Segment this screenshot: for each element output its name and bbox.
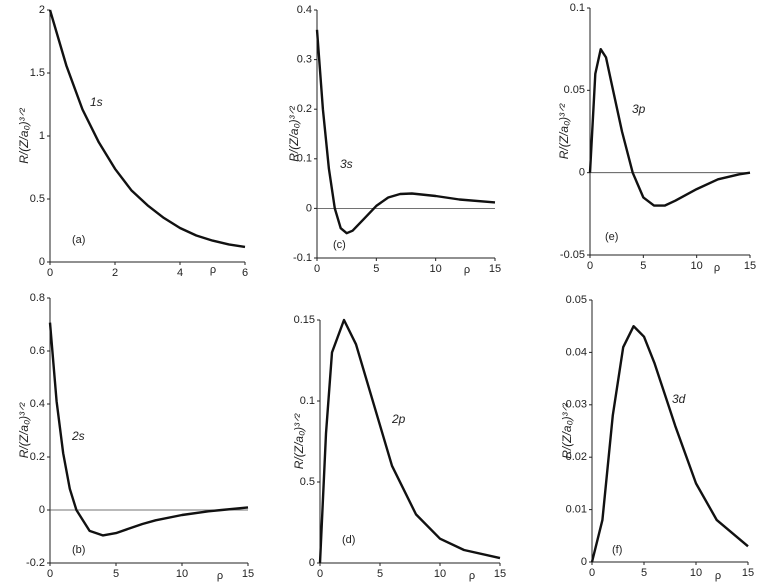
x-axis-label: ρ xyxy=(714,262,720,274)
y-tick-label: 0 xyxy=(579,167,585,179)
y-tick-label: 0.4 xyxy=(30,398,45,410)
y-axis-label: R/(Z/a₀)³ᐟ² xyxy=(557,103,571,159)
x-tick-label: 0 xyxy=(317,568,323,580)
curve xyxy=(590,325,749,563)
x-axis-label: ρ xyxy=(210,264,216,276)
curve-label: 2p xyxy=(391,412,406,426)
x-tick-label: 5 xyxy=(641,567,647,579)
y-axis-label: R/(Z/a₀)³ᐟ² xyxy=(287,105,301,161)
x-tick-label: 15 xyxy=(742,567,754,579)
curve xyxy=(315,29,496,235)
x-tick-label: 10 xyxy=(430,263,442,275)
y-tick-label: -0.05 xyxy=(560,249,585,261)
y-tick-label: 0.04 xyxy=(566,346,587,358)
y-axis-label: R/(Z/a₀)³ᐟ² xyxy=(560,402,574,458)
y-tick-label: 0.8 xyxy=(30,292,45,304)
panel-label: (e) xyxy=(605,231,618,243)
y-tick-label: -0.2 xyxy=(26,557,45,569)
x-tick-label: 6 xyxy=(242,267,248,279)
y-tick-label: 0 xyxy=(306,202,312,214)
x-axis-label: ρ xyxy=(464,264,470,276)
y-tick-label: -0.1 xyxy=(293,252,312,264)
x-tick-label: 4 xyxy=(177,267,183,279)
y-tick-label: 1.5 xyxy=(30,67,45,79)
y-tick-label: 0 xyxy=(309,557,315,569)
y-tick-label: 0.05 xyxy=(566,294,587,306)
x-axis-label: ρ xyxy=(217,570,223,582)
curve xyxy=(48,9,246,249)
y-tick-label: 0 xyxy=(581,556,587,568)
panel-label: (a) xyxy=(72,234,85,246)
panel-label: (d) xyxy=(342,534,355,546)
x-tick-label: 2 xyxy=(112,267,118,279)
x-tick-label: 5 xyxy=(640,260,646,272)
x-tick-label: 0 xyxy=(47,267,53,279)
panel-label: (f) xyxy=(612,544,622,556)
y-tick-label: 0.15 xyxy=(294,314,315,326)
panel-label: (c) xyxy=(333,239,346,251)
y-tick-label: 0.01 xyxy=(566,504,587,516)
y-axis-label: R/(Z/a₀)³ᐟ² xyxy=(292,413,306,469)
x-tick-label: 5 xyxy=(373,263,379,275)
x-tick-label: 10 xyxy=(690,567,702,579)
curve-label: 3p xyxy=(632,102,646,116)
y-axis-label: R/(Z/a₀)³ᐟ² xyxy=(17,402,31,458)
y-tick-label: 0.6 xyxy=(30,345,45,357)
x-axis-label: ρ xyxy=(469,570,475,582)
y-tick-label: 0.5 xyxy=(30,193,45,205)
x-tick-label: 15 xyxy=(494,568,506,580)
y-tick-label: 0.4 xyxy=(297,4,312,16)
x-tick-label: 15 xyxy=(242,568,254,580)
x-tick-label: 10 xyxy=(434,568,446,580)
x-tick-label: 0 xyxy=(47,568,53,580)
y-tick-label: 0 xyxy=(39,256,45,268)
x-tick-label: 0 xyxy=(589,567,595,579)
curve-label: 1s xyxy=(90,95,103,109)
y-axis-label: R/(Z/a₀)³ᐟ² xyxy=(17,107,31,163)
curve xyxy=(48,322,249,537)
x-tick-label: 15 xyxy=(744,260,756,272)
y-tick-label: 0.2 xyxy=(297,103,312,115)
panel-label: (b) xyxy=(72,544,85,556)
x-axis-label: ρ xyxy=(715,570,721,582)
curve xyxy=(318,318,501,564)
y-tick-label: 0.5 xyxy=(300,476,315,488)
curve xyxy=(588,48,751,207)
y-tick-label: 0.1 xyxy=(297,153,312,165)
y-tick-label: 0.2 xyxy=(30,451,45,463)
y-tick-label: 2 xyxy=(39,4,45,16)
y-tick-label: 0.1 xyxy=(300,395,315,407)
curve-label: 2s xyxy=(71,429,85,443)
x-tick-label: 10 xyxy=(691,260,703,272)
y-tick-label: 0.05 xyxy=(564,84,585,96)
curve-label: 3d xyxy=(672,392,686,406)
x-tick-label: 5 xyxy=(377,568,383,580)
curve-label: 3s xyxy=(340,157,353,171)
y-tick-label: 0.1 xyxy=(570,2,585,14)
y-tick-label: 0.02 xyxy=(566,451,587,463)
x-tick-label: 0 xyxy=(314,263,320,275)
y-tick-label: 0.3 xyxy=(297,54,312,66)
y-tick-label: 1 xyxy=(39,130,45,142)
x-tick-label: 5 xyxy=(113,568,119,580)
x-tick-label: 0 xyxy=(587,260,593,272)
x-tick-label: 10 xyxy=(176,568,188,580)
y-tick-label: 0 xyxy=(39,504,45,516)
y-tick-label: 0.03 xyxy=(566,399,587,411)
x-tick-label: 15 xyxy=(489,263,501,275)
